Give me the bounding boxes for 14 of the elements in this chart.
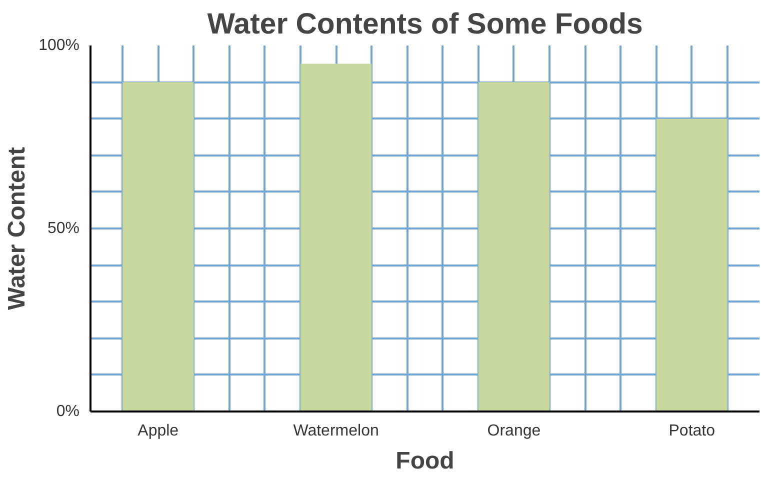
x-tick-label: Orange xyxy=(487,422,541,440)
x-tick-label: Potato xyxy=(668,422,716,440)
x-axis-title: Food xyxy=(396,448,454,474)
x-tick-label: Watermelon xyxy=(293,422,379,440)
bar xyxy=(300,64,372,412)
x-tick-label: Apple xyxy=(138,422,179,440)
y-tick-label: 100% xyxy=(38,37,80,54)
bar xyxy=(656,118,728,412)
y-tick-label: 0% xyxy=(56,403,80,420)
chart-title: Water Contents of Some Foods xyxy=(207,8,643,40)
y-axis-title: Water Content xyxy=(4,146,31,310)
bar xyxy=(122,82,194,412)
y-tick-label: 50% xyxy=(47,220,80,237)
bar xyxy=(478,82,550,412)
